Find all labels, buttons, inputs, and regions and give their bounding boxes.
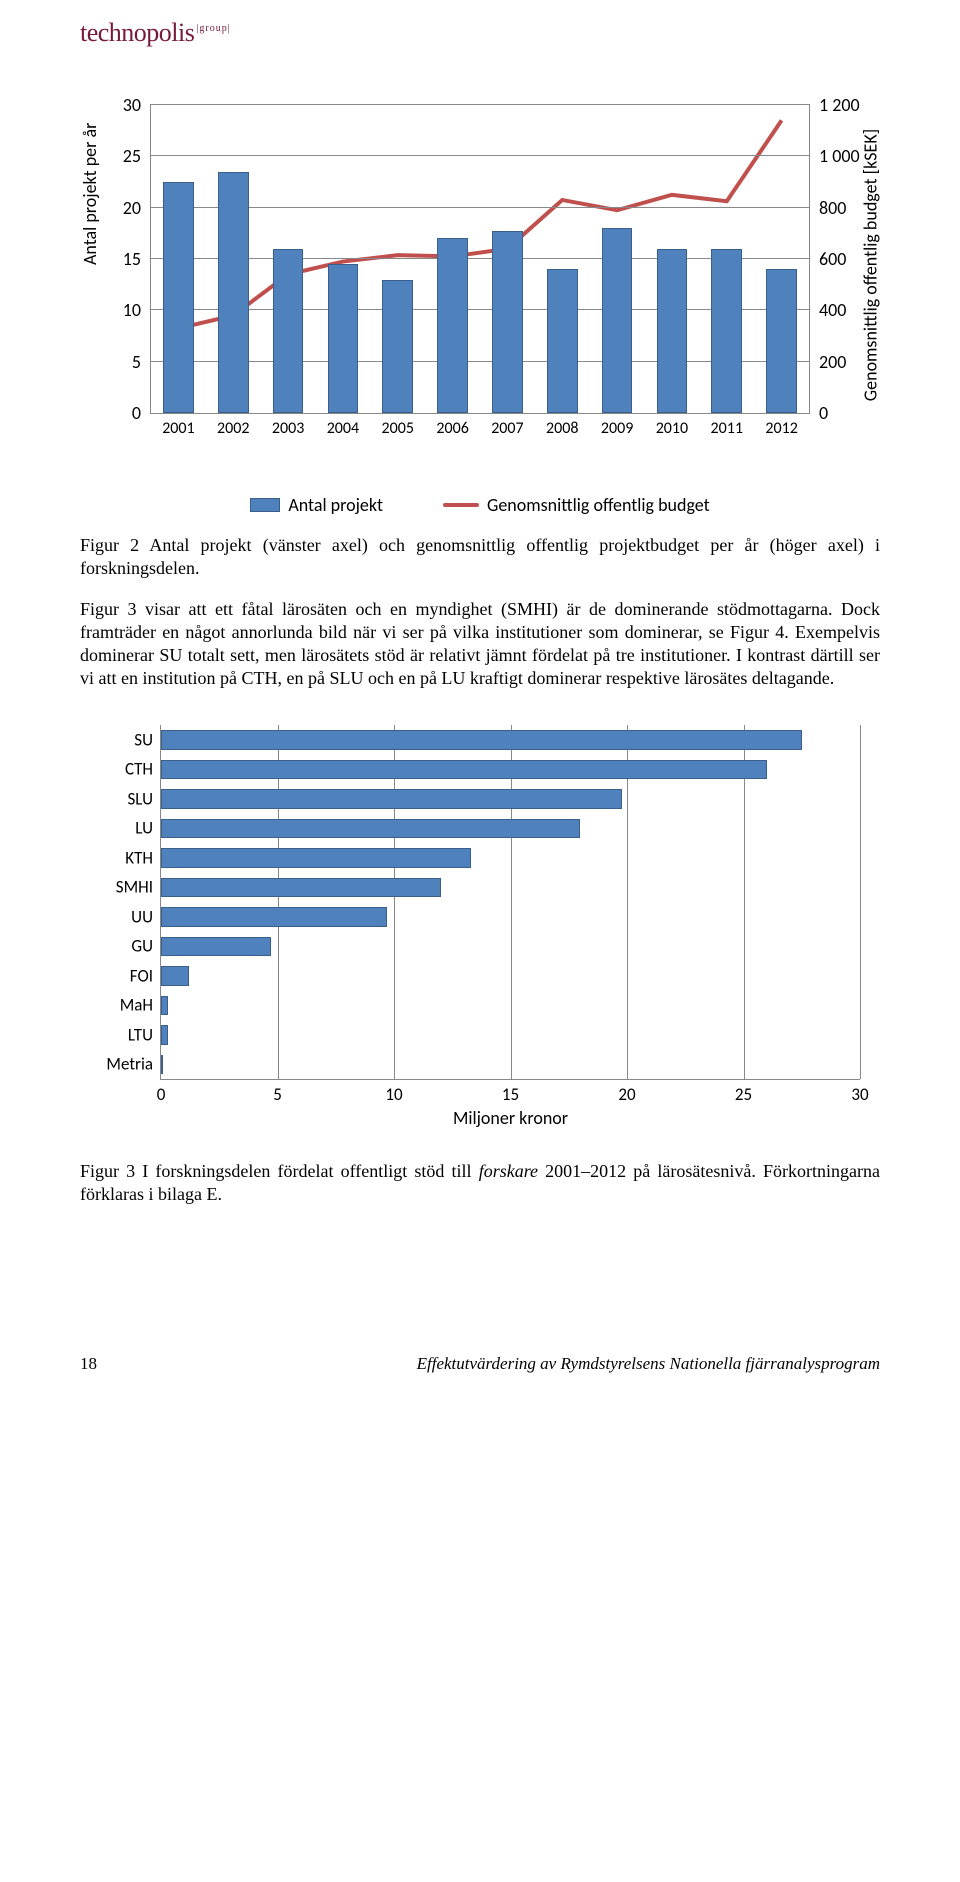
chart1-xtick: 2003	[272, 419, 304, 438]
chart1-bar	[602, 228, 633, 413]
chart1-xtick: 2006	[436, 419, 468, 438]
chart1-bar	[711, 249, 742, 413]
chart2-ytick: MaH	[120, 995, 153, 1016]
chart1-ytick-left: 5	[86, 351, 141, 373]
chart2-bar	[161, 907, 387, 926]
chart2-xtick: 15	[502, 1084, 519, 1105]
chart1-bar	[547, 269, 578, 413]
chart2-xlabel: Miljoner kronor	[453, 1107, 568, 1129]
chart2-ytick: Metria	[106, 1054, 153, 1075]
chart2-bar	[161, 996, 168, 1015]
legend-item-line: Genomsnittlig offentlig budget	[443, 494, 710, 516]
chart1-gridline	[151, 258, 809, 259]
brand-name: technopolis	[80, 18, 194, 47]
chart2-bar	[161, 848, 471, 867]
figure-2-chart: Antal projekt per år 0510152025300200400…	[80, 94, 880, 474]
chart1-gridline	[151, 155, 809, 156]
chart2-plot-area: 051015202530SUCTHSLULUKTHSMHIUUGUFOIMaHL…	[160, 725, 860, 1080]
legend-swatch-line	[443, 503, 479, 507]
chart1-xtick: 2011	[711, 419, 743, 438]
legend-line-label: Genomsnittlig offentlig budget	[487, 494, 710, 516]
body-paragraph: Figur 3 visar att ett fåtal lärosäten oc…	[80, 598, 880, 690]
chart2-bar	[161, 819, 580, 838]
chart1-xtick: 2010	[656, 419, 688, 438]
chart1-line-svg	[151, 105, 809, 413]
chart1-ylabel-right: Genomsnittlig offentlig budget [kSEK]	[859, 129, 881, 401]
page-content: Antal projekt per år 0510152025300200400…	[0, 54, 960, 1254]
chart1-gridline	[151, 207, 809, 208]
chart1-ytick-left: 30	[86, 94, 141, 116]
chart1-bar	[382, 280, 413, 413]
chart1-bar	[437, 238, 468, 413]
chart2-bar	[161, 878, 441, 897]
chart1-xtick: 2012	[765, 419, 797, 438]
chart2-bar	[161, 760, 767, 779]
chart2-bar	[161, 937, 271, 956]
chart1-legend: Antal projekt Genomsnittlig offentlig bu…	[80, 494, 880, 516]
chart2-bar	[161, 730, 802, 749]
chart2-xtick: 5	[273, 1084, 282, 1105]
chart2-ytick: LU	[135, 818, 153, 839]
chart2-ytick: SU	[134, 729, 153, 750]
chart1-bar	[657, 249, 688, 413]
chart2-ytick: CTH	[125, 759, 153, 780]
figure-3-chart: 0 5 10 15 20 25 30 SU CTH SLU LU KTH SMHI UU GU FOI MaH L…	[80, 720, 880, 1140]
chart1-xtick: 2007	[491, 419, 523, 438]
brand-sub: |group|	[196, 23, 230, 34]
page-number: 18	[80, 1354, 97, 1374]
chart2-ytick: FOI	[130, 965, 153, 986]
chart1-ytick-left: 0	[86, 402, 141, 424]
page-header: technopolis|group|	[0, 0, 960, 54]
chart1-plot-area: 05101520253002004006008001 0001 20020012…	[150, 104, 810, 414]
legend-swatch-bar	[250, 498, 280, 512]
figure-3-caption: Figur 3 I forskningsdelen fördelat offen…	[80, 1160, 880, 1206]
chart2-ytick: SMHI	[116, 877, 153, 898]
chart1-ytick-left: 25	[86, 145, 141, 167]
chart2-gridline	[860, 725, 861, 1079]
chart2-bar	[161, 789, 622, 808]
chart1-ytick-right: 0	[819, 402, 874, 424]
chart2-xtick: 20	[618, 1084, 635, 1105]
chart2-ytick: UU	[131, 906, 153, 927]
chart2-bar	[161, 1055, 163, 1074]
chart1-bar	[163, 182, 194, 413]
chart1-gridline	[151, 361, 809, 362]
brand-logo: technopolis|group|	[80, 18, 231, 47]
chart1-bar	[766, 269, 797, 413]
chart1-ytick-right: 1 200	[819, 94, 874, 116]
chart1-xtick: 2001	[162, 419, 194, 438]
chart1-xtick: 2002	[217, 419, 249, 438]
figure-2-caption: Figur 2 Antal projekt (vänster axel) och…	[80, 534, 880, 580]
chart2-xtick: 10	[385, 1084, 402, 1105]
chart1-ylabel-left: Antal projekt per år	[79, 123, 101, 265]
chart1-gridline	[151, 309, 809, 310]
caption2-prefix: Figur 3 I forskningsdelen fördelat offen…	[80, 1161, 479, 1181]
chart2-ytick: GU	[131, 936, 153, 957]
chart1-bar	[492, 231, 523, 413]
chart2-xtick: 0	[157, 1084, 166, 1105]
chart2-ytick: SLU	[128, 788, 154, 809]
chart1-bar	[328, 264, 359, 413]
legend-bar-label: Antal projekt	[288, 494, 383, 516]
chart2-xtick: 30	[851, 1084, 868, 1105]
chart1-ytick-left: 10	[86, 299, 141, 321]
chart2-bar	[161, 1025, 168, 1044]
chart1-ytick-left: 20	[86, 197, 141, 219]
chart1-xtick: 2008	[546, 419, 578, 438]
chart1-xtick: 2009	[601, 419, 633, 438]
page-footer: 18 Effektutvärdering av Rymdstyrelsens N…	[0, 1354, 960, 1414]
chart1-bar	[218, 172, 249, 413]
chart2-ytick: KTH	[125, 847, 153, 868]
chart1-ytick-left: 15	[86, 248, 141, 270]
chart1-bar	[273, 249, 304, 413]
legend-item-bar: Antal projekt	[250, 494, 383, 516]
chart2-xtick: 25	[735, 1084, 752, 1105]
chart1-xtick: 2005	[382, 419, 414, 438]
caption2-italic: forskare	[479, 1161, 538, 1181]
chart2-bar	[161, 966, 189, 985]
chart2-ytick: LTU	[128, 1024, 153, 1045]
chart1-xtick: 2004	[327, 419, 359, 438]
footer-title: Effektutvärdering av Rymdstyrelsens Nati…	[417, 1354, 880, 1374]
